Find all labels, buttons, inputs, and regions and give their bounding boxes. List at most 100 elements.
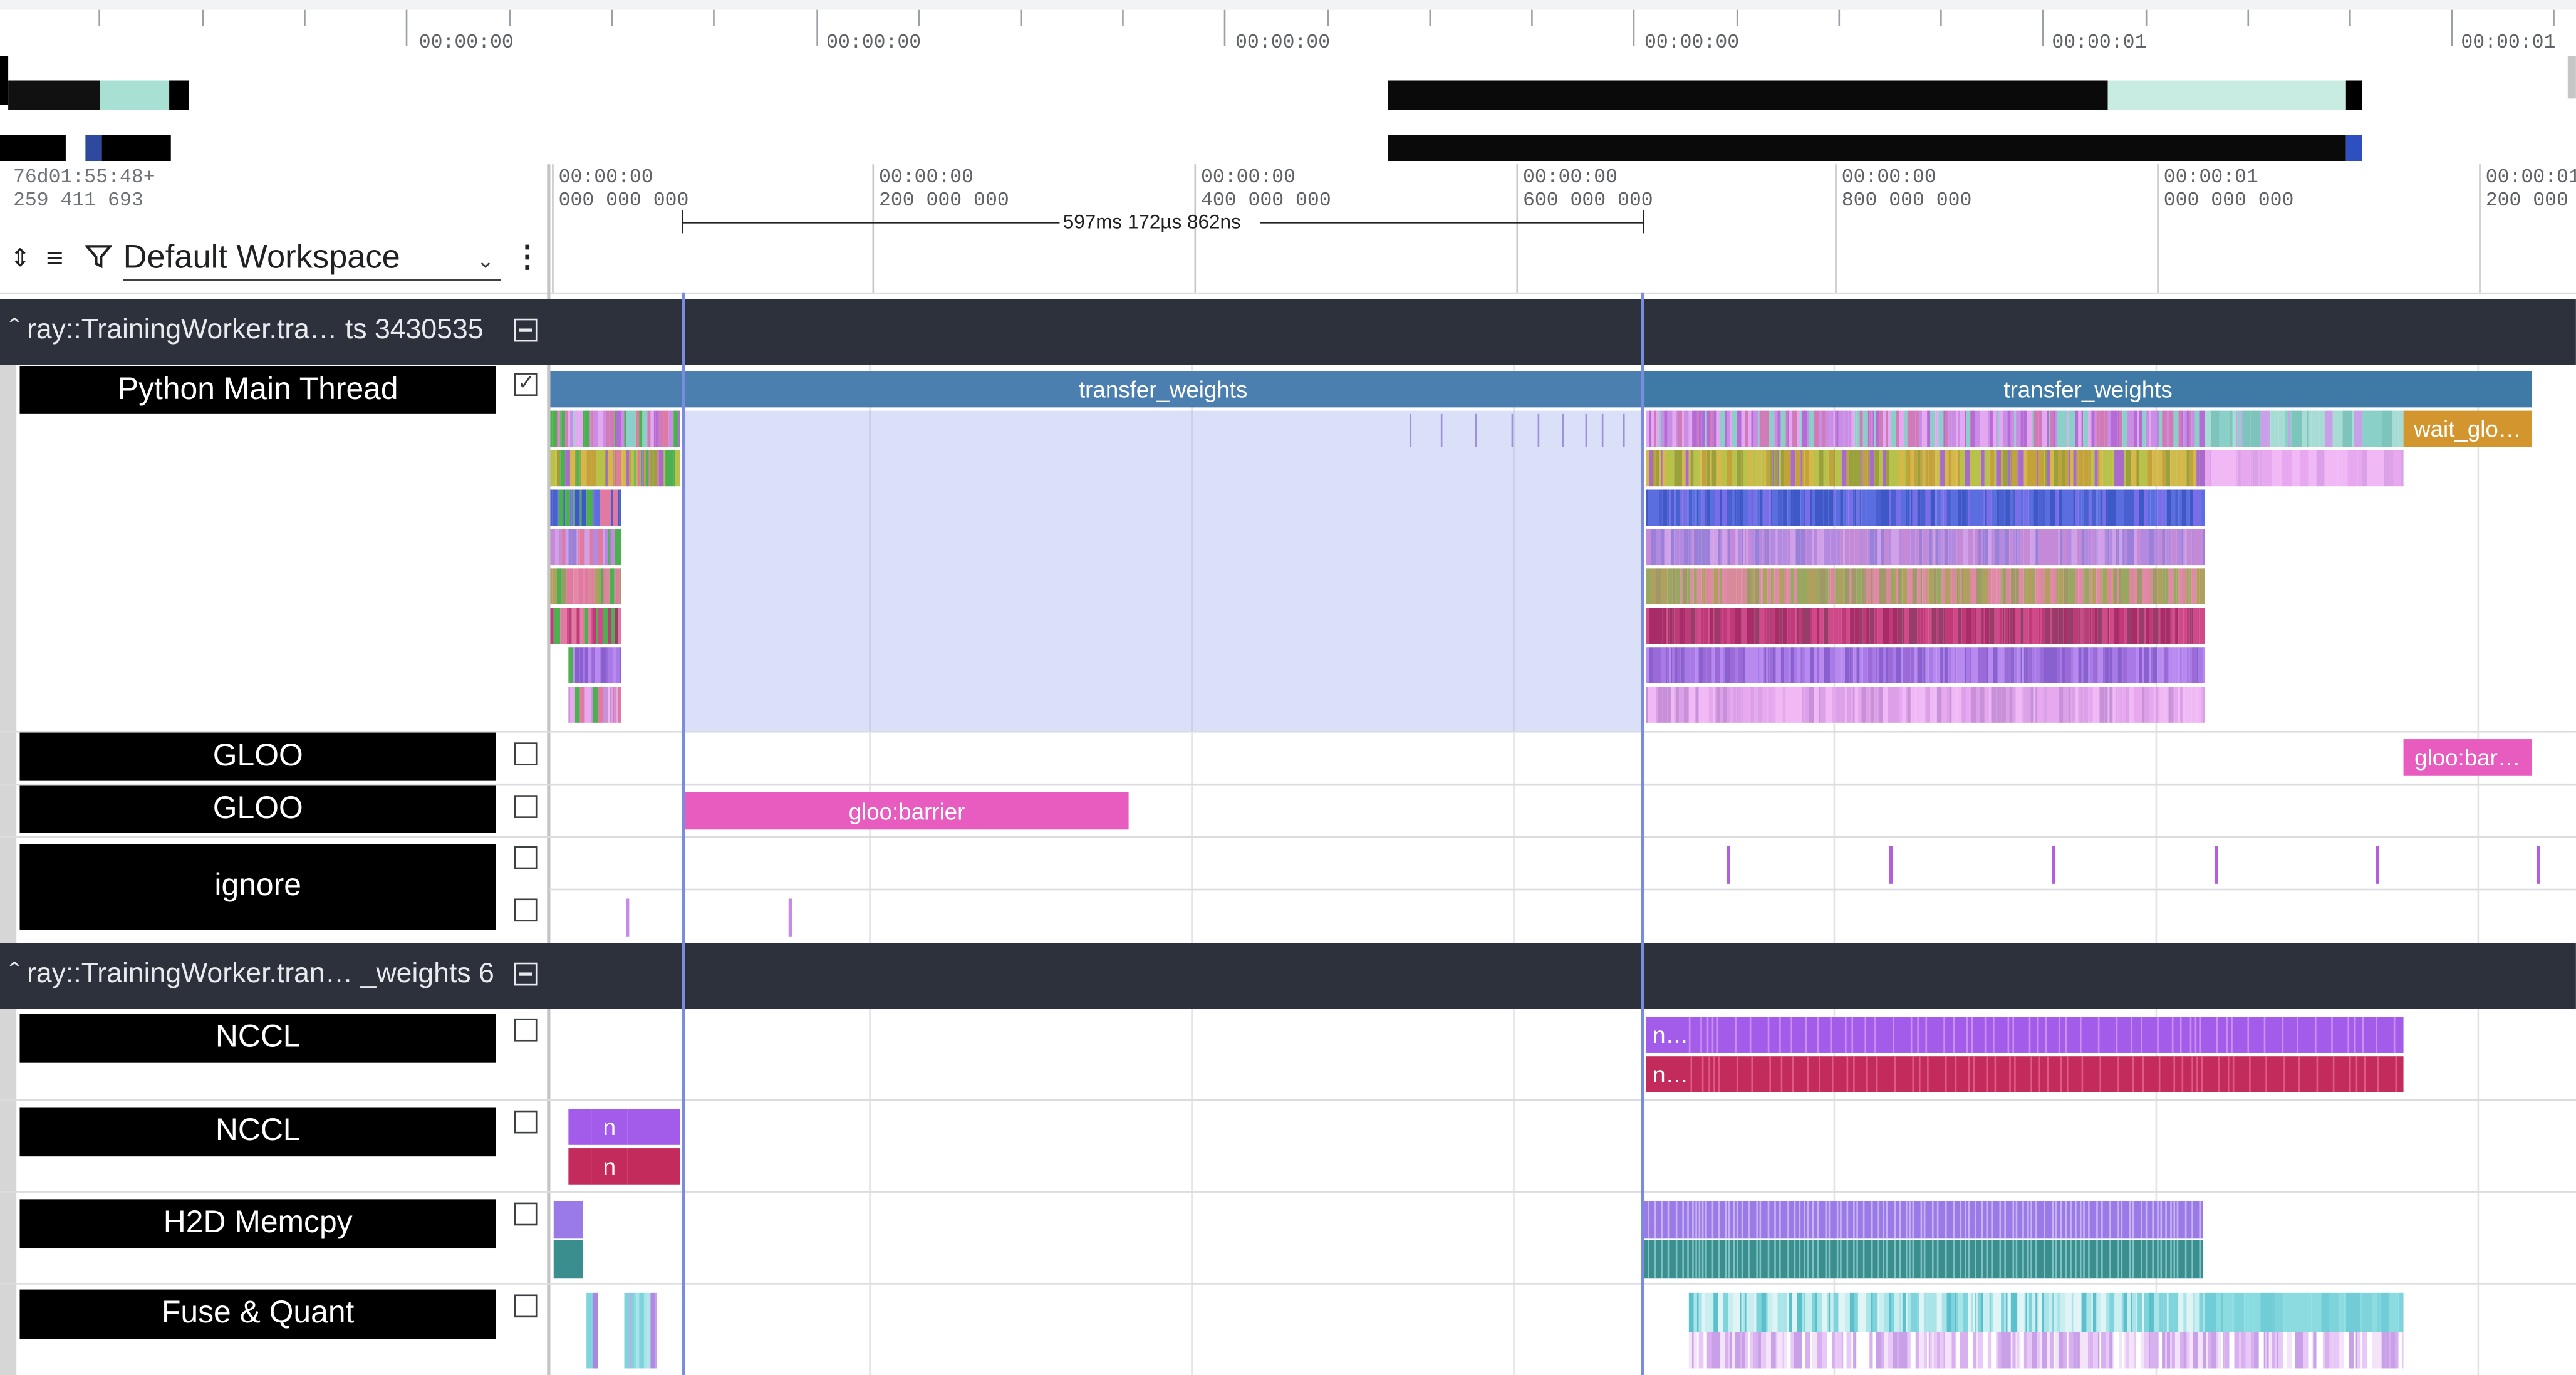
python-slice	[2127, 410, 2131, 447]
track-label-gloo[interactable]: GLOO	[19, 785, 496, 833]
overview-tick	[2451, 9, 2453, 46]
collapse-group-button[interactable]	[514, 318, 538, 342]
track-checkbox[interactable]	[514, 1018, 538, 1042]
python-slice	[2132, 608, 2137, 644]
overview-scroll-handle[interactable]	[2567, 56, 2576, 99]
slice-nccl[interactable]: n…	[1653, 1061, 1689, 1088]
python-slice	[2152, 450, 2158, 487]
fuse-quant-slice	[2216, 1332, 2218, 1369]
nccl-kernel-edge	[2393, 1017, 2396, 1053]
slice-transfer-weights[interactable]: transfer_weights	[1644, 371, 2532, 408]
track-checkbox[interactable]	[514, 898, 538, 922]
nccl-kernel-edge	[2265, 1056, 2267, 1092]
ignore-marker[interactable]	[2214, 846, 2218, 884]
overview-activity-bar	[169, 80, 189, 110]
ignore-marker[interactable]	[788, 898, 792, 937]
python-slice	[2112, 647, 2118, 683]
python-slice	[1779, 450, 1781, 487]
ignore-marker[interactable]	[1727, 846, 1730, 884]
nccl-kernel-edge	[2395, 1056, 2397, 1092]
h2d-memcpy-slice[interactable]	[553, 1200, 583, 1239]
nccl-kernel-strip[interactable]	[1646, 1056, 2404, 1092]
fuse-quant-slice	[1983, 1292, 1985, 1332]
track-label-python-main-thread[interactable]: Python Main Thread	[19, 366, 496, 414]
track-label-gloo[interactable]: GLOO	[19, 732, 496, 781]
nccl-kernel[interactable]	[568, 1148, 592, 1185]
menu-lines-icon[interactable]: ≡	[46, 241, 64, 274]
track-label-nccl[interactable]: NCCL	[19, 1014, 496, 1063]
nccl-kernel-strip[interactable]	[1646, 1017, 2404, 1053]
track-checkbox[interactable]	[514, 1202, 538, 1226]
slice-gloo-barrier[interactable]: gloo:bar…	[2403, 739, 2532, 776]
python-slice	[1951, 450, 1957, 487]
fuse-quant-slice	[2344, 1332, 2346, 1369]
workspace-select[interactable]: Default Workspace ⌄	[123, 240, 501, 281]
slice-nccl[interactable]: n	[591, 1148, 628, 1185]
python-slice	[2189, 450, 2193, 487]
fuse-quant-slice	[1835, 1332, 1837, 1369]
track-checkbox[interactable]	[514, 795, 538, 818]
python-slice	[613, 450, 615, 487]
nccl-kernel[interactable]	[568, 1109, 592, 1145]
slice-wait-global[interactable]: wait_glo…	[2403, 410, 2532, 447]
python-slice	[2122, 687, 2126, 723]
more-options-icon[interactable]: ⋮	[512, 239, 543, 273]
track-checkbox[interactable]	[514, 846, 538, 869]
ignore-marker[interactable]	[626, 898, 630, 937]
slice-nccl[interactable]: n…	[1653, 1022, 1689, 1049]
track-checkbox[interactable]	[514, 1294, 538, 1318]
python-slice	[2104, 410, 2108, 447]
ignore-marker[interactable]	[2375, 846, 2379, 884]
selection-start-marker[interactable]	[682, 292, 685, 1375]
python-slice	[609, 410, 615, 447]
track-label-h2d-memcpy[interactable]: H2D Memcpy	[19, 1199, 496, 1249]
python-slice	[2308, 450, 2317, 487]
slice-gloo-barrier[interactable]: gloo:barrier	[685, 791, 1129, 830]
ignore-marker[interactable]	[1889, 846, 1893, 884]
fuse-quant-slice	[1889, 1292, 1891, 1332]
python-slice	[1843, 568, 1845, 605]
panel-divider[interactable]	[547, 164, 551, 1375]
h2d-edge	[1667, 1240, 1670, 1279]
python-slice	[1983, 529, 1985, 566]
fuse-quant-slice	[1991, 1332, 1997, 1369]
ignore-marker[interactable]	[2052, 846, 2055, 884]
python-slice	[1790, 489, 1793, 526]
selection-end-marker[interactable]	[1641, 292, 1645, 1375]
selection-area[interactable]	[683, 410, 1643, 731]
collapse-all-icon[interactable]: ⇕	[9, 244, 31, 273]
filter-icon[interactable]	[84, 243, 113, 276]
python-slice	[2126, 647, 2128, 683]
slice-transfer-weights[interactable]: transfer_weights	[683, 371, 1643, 408]
h2d-memcpy-slice[interactable]	[553, 1240, 583, 1279]
process-group-header[interactable]: ˆ ray::TrainingWorker.tra… ts 3430535	[0, 299, 2576, 365]
ignore-marker[interactable]	[2536, 846, 2540, 884]
track-checkbox[interactable]	[514, 370, 538, 396]
python-slice	[1720, 489, 1722, 526]
h2d-edge	[1991, 1200, 1993, 1239]
overview-window-handle[interactable]	[0, 56, 9, 105]
python-slice	[565, 489, 570, 526]
h2d-edge	[1661, 1200, 1663, 1239]
track-checkbox[interactable]	[514, 1110, 538, 1134]
python-slice	[1774, 450, 1778, 487]
time-axis[interactable]	[548, 164, 2576, 294]
track-label-ignore[interactable]: ignore	[19, 844, 496, 930]
python-slice	[576, 687, 580, 723]
expand-group-button[interactable]	[514, 962, 538, 986]
slice-transfer-weights-partial[interactable]	[550, 371, 682, 408]
track-checkbox[interactable]	[514, 742, 538, 766]
python-slice	[635, 450, 638, 487]
python-slice	[1715, 489, 1720, 526]
overview-timeline[interactable]: 00:00:00 00:00:00 00:00:00 00:00:00 00:0…	[0, 0, 2576, 165]
python-slice	[2191, 608, 2193, 644]
track-label-fuse-quant[interactable]: Fuse & Quant	[19, 1289, 496, 1339]
slice-nccl[interactable]: n	[591, 1109, 628, 1145]
nccl-kernel[interactable]	[627, 1148, 680, 1185]
process-group-header[interactable]: ˆ ray::TrainingWorker.tran… _weights 6	[0, 943, 2576, 1009]
nccl-kernel[interactable]	[627, 1109, 680, 1145]
python-slice	[1940, 450, 1945, 487]
track-label-nccl[interactable]: NCCL	[19, 1107, 496, 1157]
python-slice	[2089, 568, 2092, 605]
python-slice	[1815, 489, 1817, 526]
